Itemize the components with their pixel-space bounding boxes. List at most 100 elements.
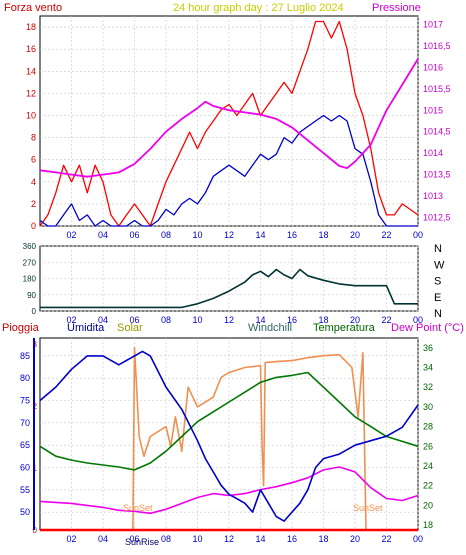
wind-panel-x-tick-label: 06 bbox=[129, 230, 139, 240]
header-right-label: Pressione bbox=[372, 2, 421, 14]
direction-compass-label: N bbox=[434, 308, 442, 320]
temperature-y-tick-label: 28 bbox=[423, 422, 433, 432]
wind-y-tick-label: 10 bbox=[26, 110, 36, 120]
climate-panel-x-tick-label: 22 bbox=[381, 534, 391, 544]
climate-panel-x-tick-label: 12 bbox=[224, 534, 234, 544]
wind-panel-x-tick-label: 08 bbox=[161, 230, 171, 240]
wind-y-tick-label: 16 bbox=[26, 44, 36, 54]
humidity-y-tick-label: 85 bbox=[20, 351, 30, 361]
climate-panel-x-tick-label: 04 bbox=[98, 534, 108, 544]
humidity-y-tick-label: 65 bbox=[20, 440, 30, 450]
wind-panel-x-tick-label: 14 bbox=[255, 230, 265, 240]
pressure-y-tick-label: 1017 bbox=[423, 20, 443, 30]
pressure-y-tick-label: 1013 bbox=[423, 191, 443, 201]
temperature-series-line bbox=[39, 371, 419, 471]
direction-y-tick-label: 90 bbox=[27, 291, 36, 300]
temperature-y-tick-label: 26 bbox=[423, 441, 433, 451]
direction-panel-x-tick-label: 02 bbox=[66, 315, 76, 325]
legend-humidity: Umidita bbox=[67, 322, 105, 334]
wind-panel-x-tick-label: 00 bbox=[413, 230, 423, 240]
direction-panel-x-tick-label: 22 bbox=[381, 315, 391, 325]
axis-layer: 02 04 06 08 10 12 14 16 18 20 22 000246810121416181… bbox=[20, 20, 451, 544]
rain-y-tick-label: 1 bbox=[33, 464, 38, 473]
temperature-y-tick-label: 30 bbox=[423, 402, 433, 412]
wind-panel-x-tick-label: 18 bbox=[318, 230, 328, 240]
grid-layer bbox=[40, 16, 419, 530]
legend-dewpoint: Dew Point (°C) bbox=[391, 322, 464, 334]
legend-temperature: Temperatura bbox=[313, 322, 376, 334]
wind-panel-x-tick-label: 16 bbox=[287, 230, 297, 240]
wind-y-tick-label: 8 bbox=[31, 133, 36, 143]
direction-panel-x-tick-label: 16 bbox=[287, 315, 297, 325]
humidity-y-tick-label: 50 bbox=[20, 507, 30, 517]
pressure-y-tick-label: 1014 bbox=[423, 148, 443, 158]
wind-panel-x-tick-label: 04 bbox=[98, 230, 108, 240]
header-left-label: Forza vento bbox=[4, 2, 62, 14]
sunset-annotation: SunSet bbox=[353, 503, 383, 513]
humidity-y-tick-label: 75 bbox=[20, 396, 30, 406]
legend-solar: Solar bbox=[117, 322, 143, 334]
humidity-y-tick-label: 80 bbox=[20, 373, 30, 383]
wind-panel-x-tick-label: 20 bbox=[350, 230, 360, 240]
wind-y-tick-label: 12 bbox=[26, 88, 36, 98]
direction-panel-x-tick-label: 08 bbox=[161, 315, 171, 325]
gust-series-line bbox=[39, 114, 418, 227]
wind-y-tick-label: 6 bbox=[31, 155, 36, 165]
climate-panel-x-tick-label: 14 bbox=[255, 534, 265, 544]
temperature-y-tick-label: 22 bbox=[423, 481, 433, 491]
wind-panel-x-tick-label: 22 bbox=[381, 230, 391, 240]
rain-y-tick-label: 2 bbox=[33, 402, 38, 411]
temperature-y-tick-label: 20 bbox=[423, 500, 433, 510]
direction-panel-x-tick-label: 18 bbox=[318, 315, 328, 325]
wind-y-tick-label: 0 bbox=[31, 221, 36, 231]
temperature-y-tick-label: 32 bbox=[423, 382, 433, 392]
pressure-y-tick-label: 1012,5 bbox=[423, 212, 451, 222]
direction-compass-label: N bbox=[434, 243, 442, 255]
direction-y-tick-label: 270 bbox=[23, 258, 37, 267]
sunrise-annotation: SunRise bbox=[125, 537, 159, 547]
wind-panel-x-tick-label: 02 bbox=[66, 230, 76, 240]
wind-y-tick-label: 18 bbox=[26, 22, 36, 32]
climate-panel-x-tick-label: 00 bbox=[413, 534, 423, 544]
temperature-y-tick-label: 36 bbox=[423, 343, 433, 353]
legend-rain: Pioggia bbox=[2, 322, 40, 334]
humidity-series-line bbox=[39, 350, 419, 522]
legend-windchill: Windchill bbox=[248, 322, 292, 334]
direction-y-tick-label: 360 bbox=[23, 242, 37, 251]
dewpoint-series-line bbox=[39, 466, 419, 515]
pressure-series-line bbox=[39, 58, 419, 178]
direction-panel-x-tick-label: 12 bbox=[224, 315, 234, 325]
wind-y-tick-label: 4 bbox=[31, 177, 36, 187]
wind-direction-line bbox=[40, 268, 418, 309]
temperature-y-tick-label: 34 bbox=[423, 363, 433, 373]
wind-series-line bbox=[39, 20, 419, 227]
direction-panel-x-tick-label: 10 bbox=[192, 315, 202, 325]
humidity-y-tick-label: 55 bbox=[20, 485, 30, 495]
climate-panel-x-tick-label: 08 bbox=[161, 534, 171, 544]
wind-y-tick-label: 14 bbox=[26, 66, 36, 76]
wind-y-tick-label: 2 bbox=[31, 199, 36, 209]
header-title: 24 hour graph day : 27 Luglio 2024 bbox=[173, 2, 344, 14]
direction-panel-x-tick-label: 14 bbox=[255, 315, 265, 325]
climate-panel-x-tick-label: 16 bbox=[287, 534, 297, 544]
wind-panel-x-tick-label: 10 bbox=[192, 230, 202, 240]
pressure-y-tick-label: 1016 bbox=[423, 62, 443, 72]
direction-panel-x-tick-label: 06 bbox=[129, 315, 139, 325]
climate-panel-x-tick-label: 10 bbox=[192, 534, 202, 544]
direction-y-tick-label: 0 bbox=[32, 307, 37, 316]
climate-panel-x-tick-label: 02 bbox=[66, 534, 76, 544]
direction-compass-label: E bbox=[434, 292, 441, 304]
pressure-y-tick-label: 1015 bbox=[423, 105, 443, 115]
rain-y-tick-label: 3 bbox=[33, 340, 38, 349]
pressure-y-tick-label: 1013,5 bbox=[423, 170, 451, 180]
humidity-y-tick-label: 70 bbox=[20, 418, 30, 428]
temperature-y-tick-label: 18 bbox=[423, 520, 433, 530]
humidity-y-tick-label: 60 bbox=[20, 462, 30, 472]
solar-series-line bbox=[40, 347, 418, 531]
sun-left-annotation: SunSet bbox=[123, 503, 153, 513]
rain-y-tick-label: 0 bbox=[33, 526, 38, 535]
climate-panel-x-tick-label: 18 bbox=[318, 534, 328, 544]
direction-y-tick-label: 180 bbox=[23, 275, 37, 284]
wind-panel-x-tick-label: 12 bbox=[224, 230, 234, 240]
